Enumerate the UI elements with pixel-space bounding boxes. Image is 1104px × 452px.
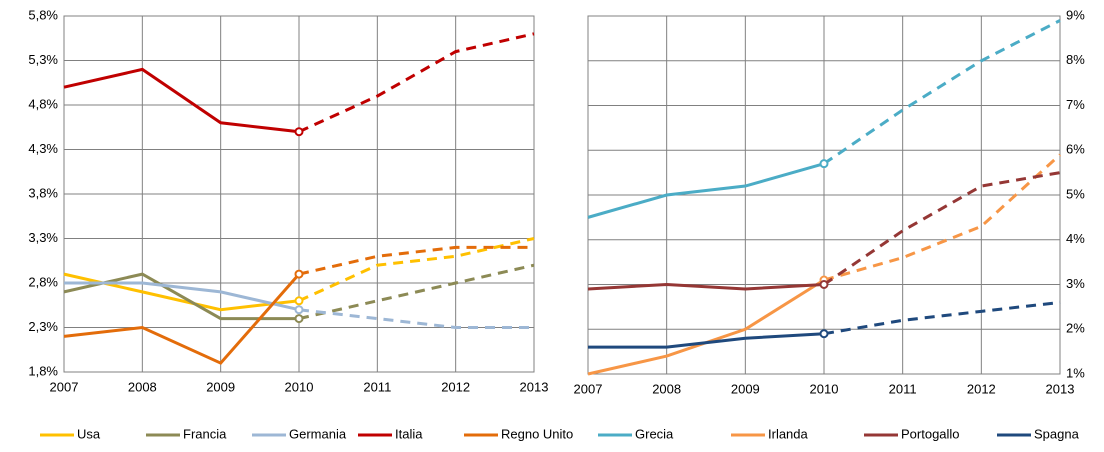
y-tick-label: 1,8% bbox=[28, 363, 58, 378]
x-tick-label: 2013 bbox=[520, 379, 549, 394]
forecast-line bbox=[298, 245, 534, 276]
forecast-line bbox=[298, 263, 535, 321]
legend-label: Francia bbox=[183, 426, 227, 441]
forecast-line bbox=[298, 32, 535, 134]
series-line bbox=[63, 273, 301, 365]
y-tick-label: 3% bbox=[1066, 276, 1085, 291]
forecast-point bbox=[819, 159, 829, 169]
y-tick-label: 8% bbox=[1066, 52, 1085, 67]
x-tick-label: 2009 bbox=[731, 381, 760, 396]
forecast-line bbox=[298, 237, 535, 303]
x-tick-label: 2010 bbox=[285, 379, 314, 394]
x-tick-label: 2011 bbox=[363, 379, 391, 394]
y-tick-label: 4,8% bbox=[28, 96, 58, 111]
y-tick-label: 1% bbox=[1066, 365, 1085, 380]
y-tick-label: 5,8% bbox=[28, 7, 58, 22]
series-line bbox=[63, 67, 300, 134]
forecast-line bbox=[823, 19, 1061, 165]
forecast-point bbox=[294, 127, 304, 137]
series-line bbox=[64, 281, 300, 312]
y-tick-label: 2% bbox=[1066, 321, 1085, 336]
forecast-point bbox=[294, 296, 304, 306]
series-line bbox=[587, 278, 825, 376]
x-tick-label: 2013 bbox=[1046, 381, 1075, 396]
forecast-line bbox=[298, 308, 534, 329]
forecast-line bbox=[823, 300, 1061, 336]
y-tick-label: 9% bbox=[1066, 7, 1085, 22]
x-tick-label: 2012 bbox=[967, 381, 996, 396]
legend-label: Portogallo bbox=[901, 426, 960, 441]
y-tick-label: 2,3% bbox=[28, 319, 58, 334]
x-tick-label: 2009 bbox=[206, 379, 235, 394]
legend-label: Italia bbox=[395, 426, 423, 441]
y-tick-label: 4,3% bbox=[28, 141, 58, 156]
y-tick-label: 6% bbox=[1066, 142, 1085, 157]
x-tick-label: 2007 bbox=[574, 381, 603, 396]
forecast-line bbox=[823, 171, 1061, 286]
x-tick-label: 2007 bbox=[50, 379, 79, 394]
legend-label: Spagna bbox=[1034, 426, 1080, 441]
series-line bbox=[63, 272, 300, 312]
y-tick-label: 7% bbox=[1066, 97, 1085, 112]
series-line bbox=[587, 282, 825, 291]
y-tick-label: 3,3% bbox=[28, 230, 58, 245]
forecast-point bbox=[294, 314, 304, 324]
x-tick-label: 2012 bbox=[441, 379, 470, 394]
legend-label: Germania bbox=[289, 426, 347, 441]
y-tick-label: 3,8% bbox=[28, 185, 58, 200]
x-tick-label: 2011 bbox=[889, 381, 917, 396]
y-tick-label: 2,8% bbox=[28, 274, 58, 289]
forecast-line bbox=[823, 153, 1062, 282]
forecast-point bbox=[294, 305, 304, 315]
y-tick-label: 5,3% bbox=[28, 52, 58, 67]
forecast-point bbox=[819, 329, 829, 339]
forecast-point bbox=[294, 269, 304, 279]
legend-label: Regno Unito bbox=[501, 426, 573, 441]
legend-label: Grecia bbox=[635, 426, 674, 441]
x-tick-label: 2010 bbox=[810, 381, 839, 396]
legend-label: Usa bbox=[77, 426, 101, 441]
legend-label: Irlanda bbox=[768, 426, 809, 441]
series-line bbox=[588, 332, 825, 349]
x-tick-label: 2008 bbox=[128, 379, 157, 394]
forecast-point bbox=[819, 280, 829, 289]
series-line bbox=[587, 162, 825, 219]
x-tick-label: 2008 bbox=[652, 381, 681, 396]
y-tick-label: 4% bbox=[1066, 231, 1085, 246]
y-tick-label: 5% bbox=[1066, 186, 1085, 201]
